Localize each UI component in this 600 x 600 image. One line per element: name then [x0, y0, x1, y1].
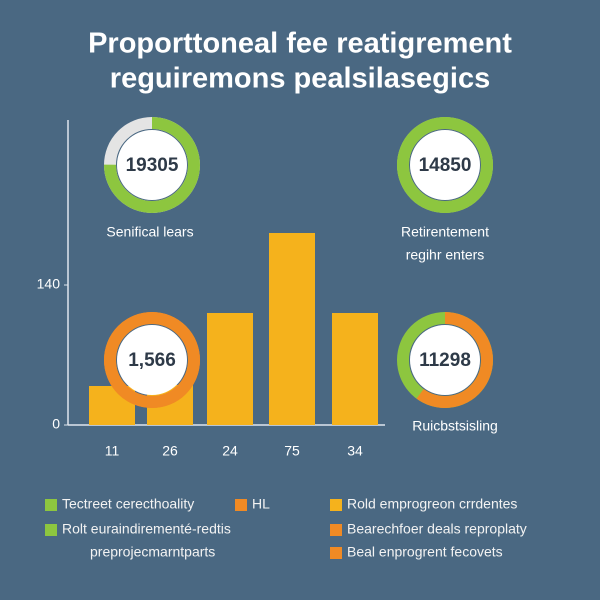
- legend-swatch: [330, 547, 342, 559]
- donut-value: 19305: [126, 155, 179, 176]
- x-tick-label: 11: [105, 443, 120, 459]
- y-tick-label: 0: [52, 416, 60, 432]
- title-line: reguiremons pealsilasegics: [110, 63, 490, 95]
- donut-label: regihr enters: [406, 247, 485, 263]
- bar: [207, 313, 253, 425]
- donut-center: [117, 325, 187, 395]
- donut-value: 14850: [419, 155, 472, 176]
- legend-swatch: [45, 524, 57, 536]
- legend-label: Rolt euraindirementé-redtis: [62, 521, 231, 537]
- donut-value: 11298: [419, 350, 471, 371]
- x-tick-label: 24: [222, 443, 238, 459]
- x-tick-label: 75: [284, 443, 300, 459]
- donut-center: [117, 130, 187, 200]
- legend-label: preprojecmarntparts: [90, 544, 215, 560]
- donut-center: [410, 325, 480, 395]
- donut-label: Ruicbstsisling: [412, 418, 498, 434]
- donut-label: Retirentement: [401, 224, 489, 240]
- legend-label: Tectreet cerecthoality: [62, 496, 194, 512]
- legend-swatch: [330, 499, 342, 511]
- x-tick-label: 26: [162, 443, 178, 459]
- x-tick-label: 34: [347, 443, 363, 459]
- y-tick-label: 140: [37, 276, 61, 292]
- legend-swatch: [45, 499, 57, 511]
- legend-label: Bearechfoer deals reproplaty: [347, 521, 527, 537]
- donut-value: 1,566: [128, 350, 176, 371]
- donut-label: Senifical lears: [106, 224, 193, 240]
- bar: [332, 313, 378, 425]
- legend-swatch: [235, 499, 247, 511]
- donut-arc: [397, 312, 493, 408]
- title-line: Proporttoneal fee reatigrement: [88, 28, 512, 60]
- legend-label: Rold emprogreon crrdentes: [347, 496, 517, 512]
- legend-swatch: [330, 524, 342, 536]
- donut-arc: [397, 117, 493, 213]
- donut-arc: [104, 117, 200, 213]
- bar: [269, 233, 315, 425]
- legend-label: HL: [252, 496, 270, 512]
- donut-arc: [104, 312, 200, 408]
- legend-label: Beal enprogrent fecovets: [347, 544, 503, 560]
- donut-center: [410, 130, 480, 200]
